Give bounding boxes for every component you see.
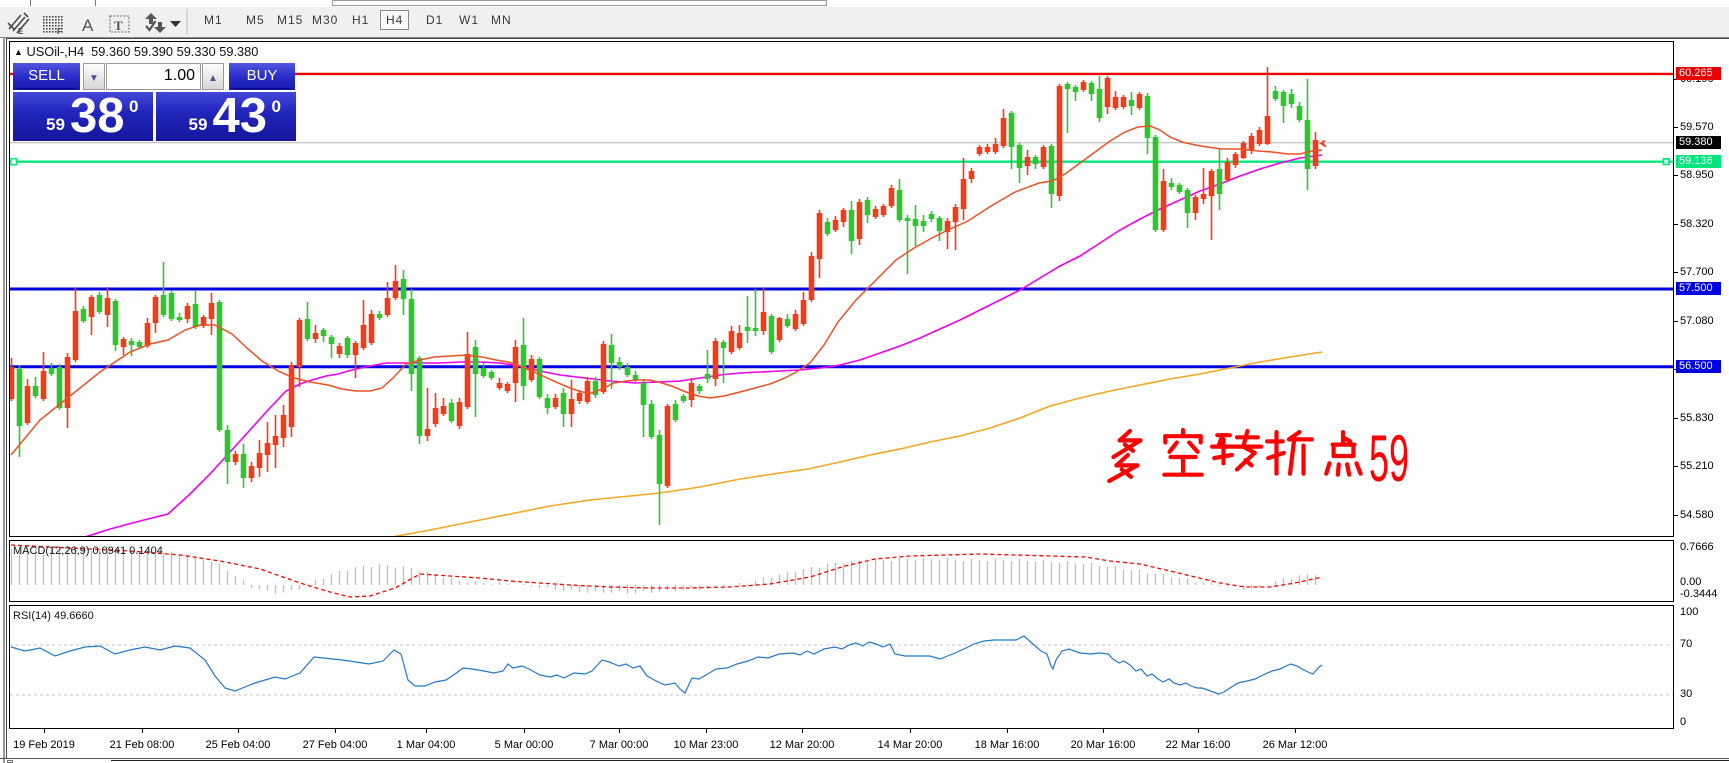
svg-text:A: A <box>82 16 94 35</box>
svg-text:F: F <box>57 27 62 36</box>
svg-text:59: 59 <box>1369 421 1409 495</box>
svg-text:T: T <box>114 18 123 33</box>
svg-text:E: E <box>18 27 24 36</box>
